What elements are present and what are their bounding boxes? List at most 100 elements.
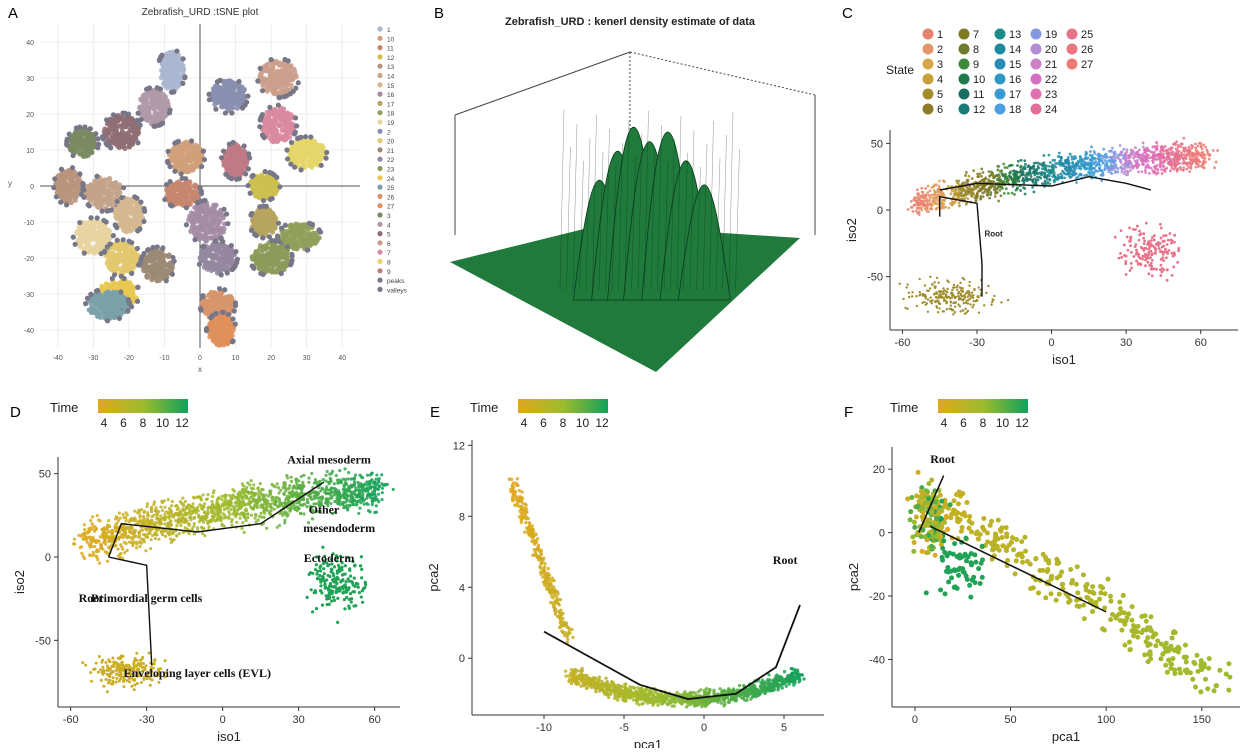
cluster-point — [263, 215, 268, 220]
cluster-point — [108, 255, 113, 260]
boundary-point — [71, 235, 76, 240]
boundary-point — [279, 271, 284, 276]
boundary-point — [200, 293, 205, 298]
cluster-point — [228, 250, 233, 255]
boundary-point — [70, 165, 75, 170]
boundary-point — [240, 105, 245, 110]
cluster-point — [218, 298, 223, 303]
cluster-point — [263, 256, 268, 261]
boundary-point — [272, 238, 277, 243]
boundary-point — [110, 276, 115, 281]
boundary-point — [162, 197, 167, 202]
boundary-point — [261, 198, 266, 203]
boundary-point — [169, 203, 174, 208]
cluster-point — [127, 265, 132, 270]
boundary-point — [101, 136, 106, 141]
boundary-point — [51, 185, 56, 190]
cluster-point — [209, 244, 214, 249]
cluster-point — [312, 141, 317, 146]
cluster-point — [108, 191, 113, 196]
boundary-point — [180, 81, 185, 86]
boundary-point — [277, 184, 282, 189]
boundary-point — [70, 153, 75, 158]
cluster-point — [116, 113, 121, 118]
boundary-point — [166, 149, 171, 154]
boundary-point — [229, 110, 234, 115]
cluster-point — [99, 229, 104, 234]
boundary-point — [219, 272, 224, 277]
boundary-point — [160, 245, 165, 250]
boundary-point — [233, 300, 238, 305]
boundary-point — [111, 233, 116, 238]
cluster-point — [284, 252, 289, 257]
cluster-point — [76, 133, 81, 138]
boundary-point — [108, 145, 113, 150]
boundary-point — [248, 191, 253, 196]
cluster-point — [119, 142, 124, 147]
boundary-point — [229, 176, 234, 181]
boundary-point — [298, 167, 303, 172]
cluster-point — [96, 185, 101, 190]
cluster-point — [227, 92, 232, 97]
x-axis-label: x — [198, 365, 202, 374]
cluster-point — [228, 81, 233, 86]
boundary-point — [213, 107, 218, 112]
cluster-point — [285, 82, 290, 87]
boundary-point — [158, 86, 163, 91]
boundary-point — [127, 301, 132, 306]
cluster-point — [278, 264, 283, 269]
cluster-point — [83, 226, 88, 231]
boundary-point — [260, 88, 265, 93]
boundary-point — [284, 93, 289, 98]
boundary-point — [129, 271, 134, 276]
cluster-point — [279, 248, 284, 253]
cluster-point — [148, 95, 153, 100]
cluster-point — [288, 121, 293, 126]
x-tick-label: 30 — [303, 355, 311, 362]
cluster-point — [297, 158, 302, 163]
y-tick-label: -10 — [24, 220, 34, 227]
cluster-point — [82, 153, 87, 158]
boundary-point — [269, 171, 274, 176]
boundary-point — [74, 126, 79, 131]
boundary-point — [225, 221, 230, 226]
boundary-point — [254, 233, 259, 238]
cluster-point — [229, 165, 234, 170]
cluster-point — [128, 134, 133, 139]
boundary-point — [138, 122, 143, 127]
cluster-point — [116, 302, 121, 307]
cluster-point — [195, 226, 200, 231]
boundary-point — [126, 239, 131, 244]
cluster-point — [112, 141, 117, 146]
x-tick-label: -10 — [159, 355, 169, 362]
boundary-point — [285, 244, 290, 249]
boundary-point — [172, 259, 177, 264]
cluster-point — [108, 183, 113, 188]
cluster-point — [174, 181, 179, 186]
boundary-point — [295, 136, 300, 141]
cluster-point — [87, 307, 92, 312]
cluster-point — [285, 110, 290, 115]
cluster-point — [169, 61, 174, 66]
cluster-point — [207, 251, 212, 256]
boundary-point — [176, 139, 181, 144]
cluster-point — [265, 186, 270, 191]
y-tick-label: -20 — [24, 256, 34, 263]
cluster-point — [278, 109, 283, 114]
cluster-point — [214, 324, 219, 329]
cluster-point — [221, 229, 226, 234]
cluster-point — [219, 258, 224, 263]
boundary-point — [73, 242, 78, 247]
boundary-point — [267, 105, 272, 110]
cluster-point — [229, 296, 234, 301]
boundary-point — [323, 156, 328, 161]
cluster-point — [164, 82, 169, 87]
cluster-point — [319, 143, 324, 148]
cluster-point — [220, 254, 225, 259]
cluster-point — [188, 196, 193, 201]
cluster-point — [202, 236, 207, 241]
boundary-point — [236, 79, 241, 84]
cluster-point — [215, 85, 220, 90]
boundary-point — [200, 244, 205, 249]
boundary-point — [172, 169, 177, 174]
